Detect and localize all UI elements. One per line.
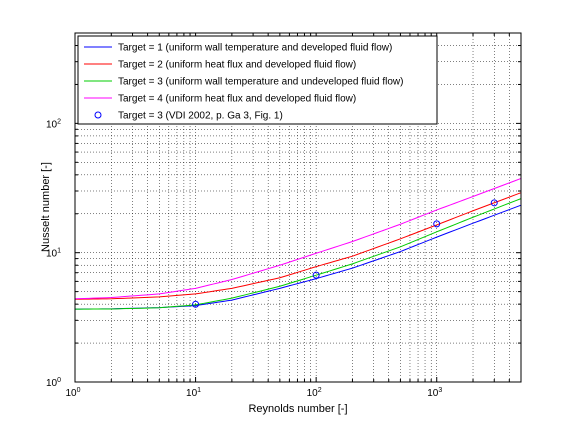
y-tick-label: 100 [46,377,61,389]
series-marker-5 [312,271,320,279]
legend-entry-label: Target = 1 (uniform wall temperature and… [118,43,392,54]
y-tick-label: 101 [46,248,61,260]
legend-entry-label: Target = 3 (VDI 2002, p. Ga 3, Fig. 1) [118,111,283,122]
series-marker-5 [490,199,498,207]
legend-box [77,35,438,125]
series-marker-5 [433,220,441,228]
legend-entry-label: Target = 4 (uniform heat flux and develo… [118,94,356,105]
series-line-3 [74,198,522,310]
tick-labels: 100 101 102 103 100 101 102 [46,118,442,399]
series-line-2 [74,192,522,300]
legend-swatch [94,111,102,119]
series-line-4 [74,177,522,300]
x-tick-label: 103 [427,387,442,399]
y-tick-label: 102 [46,118,61,130]
legend: Target = 1 (uniform wall temperature and… [77,35,438,125]
y-axis-label: Nusselt number [-] [40,162,52,252]
ticks [74,32,522,383]
plot-frame [74,32,522,383]
series-layer [74,177,522,310]
x-tick-label: 101 [186,387,201,399]
x-tick-label: 100 [65,387,80,399]
legend-entry-label: Target = 3 (uniform wall temperature and… [118,77,403,88]
x-tick-label: 102 [307,387,322,399]
series-marker-5 [192,300,200,308]
legend-entry-label: Target = 2 (uniform heat flux and develo… [118,60,356,71]
x-axis-label: Reynolds number [-] [248,403,347,415]
